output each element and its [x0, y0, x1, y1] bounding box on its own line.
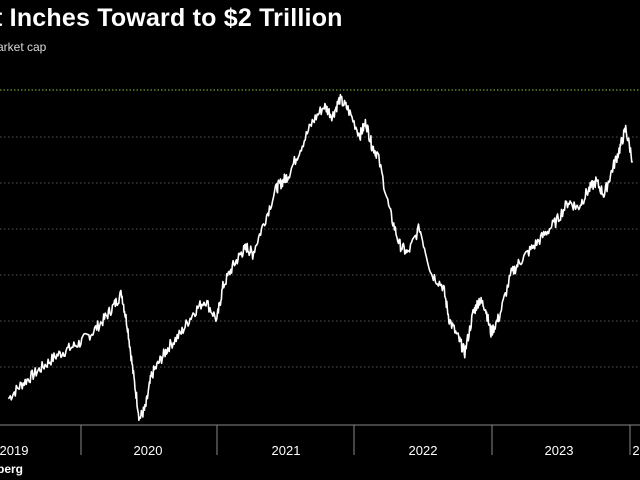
- gridlines: [0, 136, 640, 368]
- x-tick-label: 2: [632, 443, 639, 458]
- series-line: [7, 93, 634, 422]
- source-label: berg: [0, 462, 24, 476]
- chart-title: t Inches Toward to $2 Trillion: [0, 4, 343, 32]
- x-tick-label: 2021: [272, 443, 301, 458]
- chart-subtitle: arket cap: [0, 40, 47, 54]
- x-tick-label: 2023: [545, 443, 574, 458]
- x-tick-label: 2020: [134, 443, 163, 458]
- x-tick-label: 2019: [0, 443, 28, 458]
- x-tick-label: 2022: [409, 443, 438, 458]
- x-axis: 2019 2020 2021 2022 2023 2: [0, 424, 640, 458]
